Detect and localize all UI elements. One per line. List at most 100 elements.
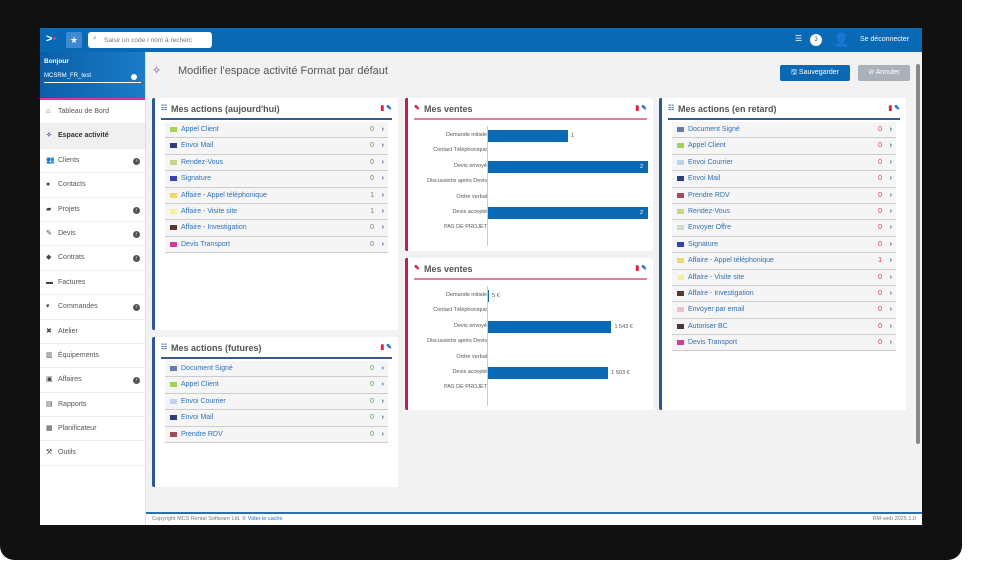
- chevron-right-icon[interactable]: ›: [133, 230, 140, 238]
- list-item[interactable]: Affaire - Visite site 1 ›: [165, 203, 388, 221]
- bar[interactable]: [488, 320, 612, 333]
- chevron-right-icon[interactable]: ›: [889, 240, 892, 248]
- chevron-right-icon[interactable]: ›: [889, 257, 892, 265]
- list-item[interactable]: Signature 0 ›: [165, 171, 388, 188]
- chevron-right-icon[interactable]: ›: [381, 430, 384, 438]
- list-item[interactable]: Envoyer Offre 0 ›: [672, 220, 896, 237]
- sidebar-item-planificateur[interactable]: ▦ Planificateur: [40, 417, 145, 442]
- chevron-right-icon[interactable]: ›: [889, 175, 892, 183]
- company-selector[interactable]: MCSRM_FR_test: [44, 73, 141, 83]
- notification-badge[interactable]: 3: [810, 34, 822, 46]
- list-item[interactable]: Envoi Mail 0 ›: [165, 138, 388, 155]
- chevron-right-icon[interactable]: ›: [381, 414, 384, 422]
- chevron-right-icon[interactable]: ›: [381, 381, 384, 389]
- bar[interactable]: [488, 207, 648, 219]
- list-item[interactable]: Prendre RDV 0 ›: [672, 187, 896, 204]
- list-item[interactable]: Document Signé 0 ›: [165, 361, 388, 378]
- clear-cache-link[interactable]: Vider le cache: [247, 516, 283, 522]
- chevron-right-icon[interactable]: ›: [133, 304, 140, 312]
- sidebar-item-rapports[interactable]: ▤ Rapports: [40, 393, 145, 418]
- cancel-button[interactable]: ⊘ Annuler: [858, 65, 910, 81]
- chevron-right-icon[interactable]: ›: [889, 273, 892, 281]
- chevron-right-icon[interactable]: ›: [381, 224, 384, 232]
- delete-icon[interactable]: ▮: [635, 265, 640, 272]
- sidebar-item-clients[interactable]: 👥 Clients ›: [40, 149, 145, 174]
- user-avatar-icon[interactable]: 👤: [833, 32, 850, 47]
- bar[interactable]: [488, 290, 489, 302]
- chevron-right-icon[interactable]: ›: [133, 157, 140, 165]
- sidebar-item-projets[interactable]: ▰ Projets ›: [40, 198, 145, 222]
- sidebar-item-outils[interactable]: ⚒ Outils: [40, 441, 145, 466]
- bar[interactable]: [488, 160, 648, 173]
- list-item[interactable]: Rendez-Vous 0 ›: [165, 154, 388, 172]
- search-input[interactable]: [88, 32, 212, 48]
- edit-icon[interactable]: ✎: [894, 105, 900, 112]
- list-item[interactable]: Affaire - Appel téléphonique 1 ›: [672, 253, 896, 270]
- chevron-right-icon[interactable]: ›: [133, 255, 140, 263]
- sidebar-item-devis[interactable]: ✎ Devis ›: [40, 222, 145, 247]
- bar[interactable]: [488, 367, 609, 379]
- list-item[interactable]: Document Signé 0 ›: [672, 122, 896, 139]
- chevron-right-icon[interactable]: ›: [889, 191, 892, 199]
- list-item[interactable]: Affaire - Investigation 0 ›: [672, 285, 896, 303]
- list-item[interactable]: Envoyer par email 0 ›: [672, 302, 896, 319]
- delete-icon[interactable]: ▮: [888, 105, 893, 112]
- edit-icon[interactable]: ✎: [386, 344, 392, 351]
- list-item[interactable]: Devis Transport 0 ›: [165, 236, 388, 254]
- chevron-right-icon[interactable]: ›: [381, 365, 384, 372]
- sidebar-item-factures[interactable]: ▬ Factures: [40, 271, 145, 296]
- chevron-right-icon[interactable]: ›: [889, 289, 892, 297]
- scrollbar[interactable]: [916, 64, 920, 444]
- chevron-right-icon[interactable]: ›: [889, 322, 892, 330]
- sidebar-item-espace-activit-[interactable]: ✧ Espace activité: [40, 124, 145, 149]
- chevron-right-icon[interactable]: ›: [133, 377, 140, 385]
- list-item[interactable]: Affaire - Visite site 0 ›: [672, 269, 896, 286]
- list-item[interactable]: Envoi Mail 0 ›: [165, 410, 388, 427]
- favorites-star-icon[interactable]: ★: [66, 32, 82, 48]
- chevron-right-icon[interactable]: ›: [889, 207, 892, 215]
- list-item[interactable]: Appel Client 0 ›: [165, 122, 388, 139]
- chevron-right-icon[interactable]: ›: [381, 175, 384, 183]
- edit-icon[interactable]: ✎: [386, 105, 392, 112]
- sidebar-item-tableau-de-bord[interactable]: ⌂ Tableau de Bord: [40, 100, 145, 125]
- chevron-right-icon[interactable]: ›: [381, 126, 384, 133]
- list-item[interactable]: Appel Client 0 ›: [165, 377, 388, 394]
- edit-icon[interactable]: ✎: [641, 105, 647, 112]
- chevron-right-icon[interactable]: ›: [381, 158, 384, 166]
- delete-icon[interactable]: ▮: [635, 105, 640, 112]
- sidebar-item-contrats[interactable]: ◆ Contrats ›: [40, 246, 145, 271]
- save-button[interactable]: 🖫 Sauvegarder: [780, 65, 850, 81]
- list-item[interactable]: Envoi Courrier 0 ›: [672, 154, 896, 172]
- toggle-icon[interactable]: [131, 74, 137, 80]
- chevron-right-icon[interactable]: ›: [381, 142, 384, 150]
- sidebar-item-atelier[interactable]: ✖ Atelier: [40, 320, 145, 344]
- chevron-right-icon[interactable]: ›: [381, 207, 384, 215]
- sidebar-item-contacts[interactable]: ● Contacts: [40, 173, 145, 198]
- sidebar-item-affaires[interactable]: ▣ Affaires ›: [40, 368, 145, 393]
- chevron-right-icon[interactable]: ›: [889, 224, 892, 232]
- list-item[interactable]: Rendez-Vous 0 ›: [672, 203, 896, 221]
- list-item[interactable]: Envoi Courrier 0 ›: [165, 393, 388, 411]
- chevron-right-icon[interactable]: ›: [889, 339, 892, 347]
- chevron-right-icon[interactable]: ›: [889, 306, 892, 314]
- list-item[interactable]: Envoi Mail 0 ›: [672, 171, 896, 188]
- chevron-right-icon[interactable]: ›: [381, 240, 384, 248]
- chevron-right-icon[interactable]: ›: [381, 191, 384, 199]
- list-item[interactable]: Affaire - Investigation 0 ›: [165, 220, 388, 237]
- chevron-right-icon[interactable]: ›: [381, 397, 384, 405]
- task-list-icon[interactable]: ☰: [795, 34, 803, 43]
- list-item[interactable]: Prendre RDV 0 ›: [165, 426, 388, 443]
- delete-icon[interactable]: ▮: [380, 344, 385, 351]
- list-item[interactable]: Signature 0 ›: [672, 236, 896, 254]
- logout-link[interactable]: Se déconnecter: [860, 36, 910, 43]
- chevron-right-icon[interactable]: ›: [889, 126, 892, 133]
- edit-icon[interactable]: ✎: [641, 265, 647, 272]
- chevron-right-icon[interactable]: ›: [889, 158, 892, 166]
- sidebar-item-commandes[interactable]: ▾ Commandes ›: [40, 295, 145, 320]
- app-logo[interactable]: >•: [46, 33, 57, 45]
- chevron-right-icon[interactable]: ›: [889, 142, 892, 150]
- chevron-right-icon[interactable]: ›: [133, 206, 140, 214]
- sidebar-item--quipements[interactable]: ▥ Équipements: [40, 344, 145, 369]
- list-item[interactable]: Appel Client 0 ›: [672, 138, 896, 155]
- bar[interactable]: [488, 130, 568, 142]
